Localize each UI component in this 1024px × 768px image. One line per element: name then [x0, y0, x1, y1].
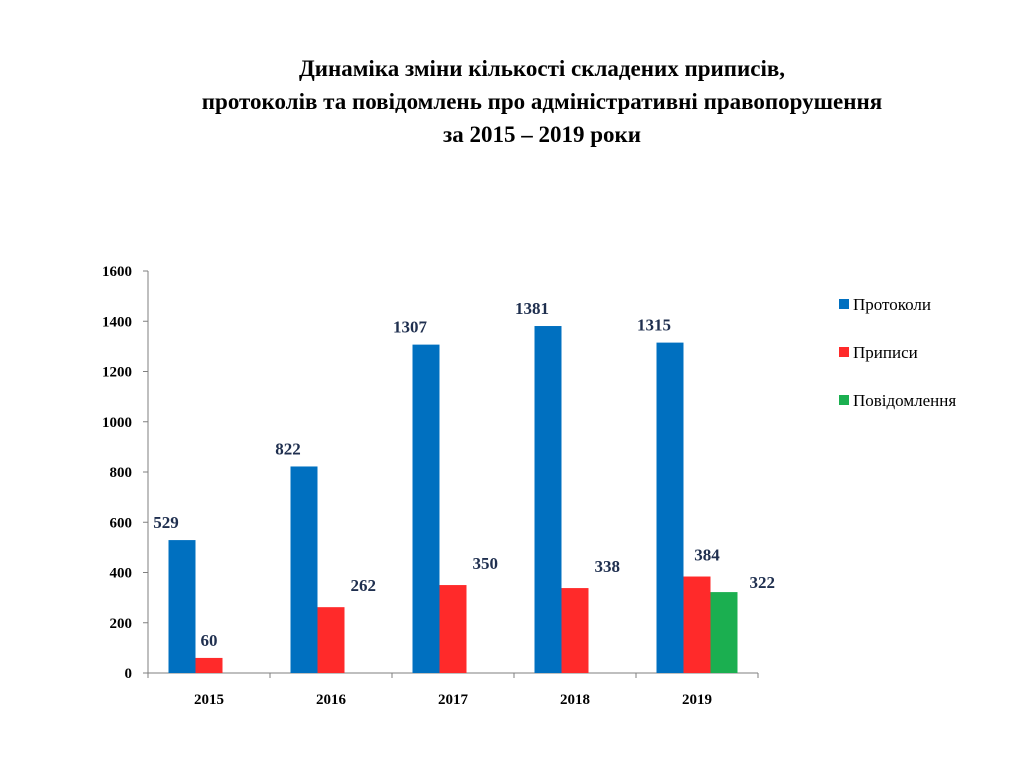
x-tick-label: 2018 — [560, 692, 590, 708]
data-label: 262 — [351, 576, 377, 595]
y-tick-label: 800 — [110, 465, 133, 481]
legend-label: Протоколи — [853, 295, 931, 314]
y-tick-label: 0 — [125, 666, 133, 682]
x-tick-label: 2019 — [682, 692, 712, 708]
bar — [290, 466, 318, 673]
y-tick-label: 400 — [110, 566, 133, 582]
data-labels: 529 60 822 262 1307 350 1381 338 1315 384 322 — [153, 299, 775, 650]
axes: 0 200 400 600 800 1000 1200 1400 1600 2015 2016 201… — [102, 264, 759, 708]
chart-title-line-1: Динаміка зміни кількості складених припи… — [298, 56, 786, 81]
legend-label: Повідомлення — [853, 391, 956, 410]
legend: Протоколи Приписи Повідомлення — [839, 295, 956, 410]
bar — [317, 607, 345, 673]
x-tick-label: 2016 — [316, 692, 347, 708]
y-tick-label: 200 — [110, 616, 133, 632]
data-label: 384 — [694, 546, 720, 565]
y-tick-label: 1200 — [102, 365, 132, 381]
bar — [710, 592, 738, 673]
x-tick-label: 2015 — [194, 692, 224, 708]
data-label: 1315 — [637, 316, 671, 335]
data-label: 350 — [473, 554, 499, 573]
bar — [412, 344, 440, 673]
bars — [168, 326, 738, 673]
data-label: 1381 — [515, 299, 549, 318]
y-tick-label: 600 — [110, 515, 133, 531]
chart-title: Динаміка зміни кількості складених припи… — [0, 52, 1024, 151]
data-label: 529 — [153, 513, 179, 532]
data-label: 822 — [275, 439, 301, 458]
bar — [168, 540, 196, 673]
bar — [683, 576, 711, 673]
chart-title-line-2: протоколів та повідомлень про адміністра… — [201, 89, 883, 114]
data-label: 338 — [595, 557, 621, 576]
y-tick-label: 1600 — [102, 264, 132, 280]
y-tick-label: 1400 — [102, 314, 132, 330]
legend-label: Приписи — [853, 343, 918, 362]
chart-title-line-3: за 2015 – 2019 роки — [442, 122, 642, 147]
bar — [439, 585, 467, 673]
bar — [195, 657, 223, 673]
y-tick-label: 1000 — [102, 415, 132, 431]
data-label: 322 — [750, 573, 776, 592]
data-label: 1307 — [393, 318, 428, 337]
x-tick-label: 2017 — [438, 692, 469, 708]
data-label: 60 — [201, 631, 218, 650]
legend-swatch — [839, 299, 849, 309]
legend-swatch — [839, 395, 849, 405]
legend-swatch — [839, 347, 849, 357]
bar — [656, 342, 684, 673]
bar — [561, 588, 589, 673]
bar — [534, 326, 562, 673]
